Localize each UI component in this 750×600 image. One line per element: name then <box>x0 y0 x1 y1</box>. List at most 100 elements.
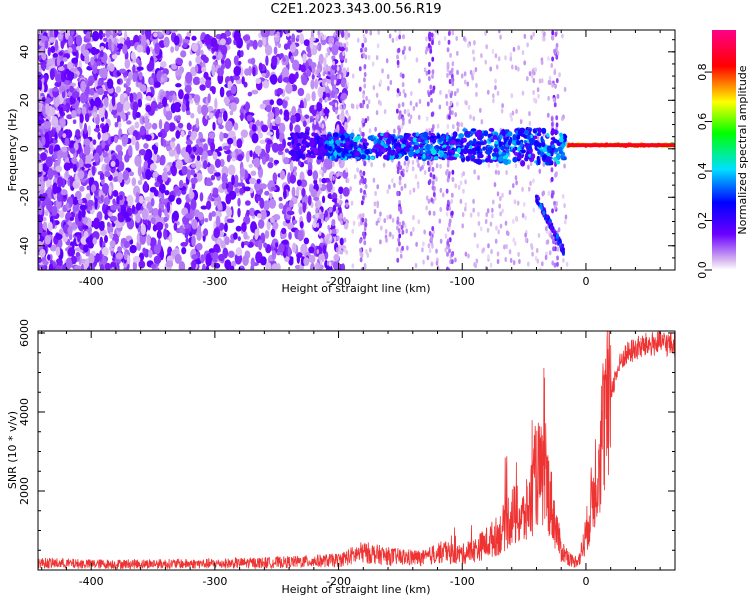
spectrogram-cell <box>403 160 407 166</box>
spectrogram-cell <box>199 84 206 91</box>
spectrogram-cell <box>406 245 409 251</box>
spectrogram-cell <box>536 135 540 141</box>
spectrogram-cell <box>201 263 207 270</box>
spectrogram-cell <box>422 131 429 138</box>
spectrogram-cell <box>40 180 45 191</box>
spectrogram-cell <box>168 234 173 243</box>
spectrogram-cell <box>558 238 562 243</box>
spectrogram-cell <box>396 219 400 225</box>
spectrogram-cell <box>109 215 117 222</box>
spectrogram-cell <box>55 246 61 257</box>
spectrogram-cell <box>303 257 310 266</box>
spectrogram-cell <box>308 246 315 254</box>
spectrogram-cell <box>289 160 294 173</box>
spectrogram-cell <box>498 141 502 148</box>
spectrogram-cell <box>131 177 137 187</box>
spectrogram-cell <box>458 133 465 139</box>
spectrogram-cell <box>494 53 498 59</box>
spectrogram-cell <box>69 216 75 221</box>
spectrogram-cell <box>131 204 136 214</box>
spectrogram-cell <box>106 78 114 89</box>
spectrogram-cell <box>308 254 316 264</box>
spectrogram-cell <box>503 244 506 250</box>
spectrogram-cell <box>554 172 558 178</box>
spectrogram-cell <box>554 148 559 153</box>
spectrogram-cell <box>290 114 297 124</box>
spectrogram-cell <box>511 183 515 189</box>
spectrogram-cell <box>312 170 319 181</box>
spectrogram-cell <box>66 70 75 81</box>
spectrogram-cell <box>225 120 233 132</box>
spectrogram-cell <box>290 55 295 64</box>
y-tick-label: 20 <box>18 93 31 107</box>
spectrogram-cell <box>135 202 142 211</box>
spectrogram-cell <box>438 218 442 224</box>
spectrogram-cell <box>248 65 252 77</box>
spectrogram-cell <box>243 230 248 240</box>
spectrogram-cell <box>357 135 361 140</box>
spectrogram-cell <box>253 157 261 168</box>
spectrogram-cell <box>551 121 554 127</box>
spectrogram-cell <box>548 80 552 86</box>
spectrogram-cell <box>472 198 475 204</box>
spectrogram-cell <box>447 31 451 37</box>
spectrogram-cell <box>244 200 251 206</box>
spectrogram-cell <box>276 87 284 96</box>
spectrogram-cell <box>103 156 111 164</box>
y-tick-label: 2000 <box>18 477 31 505</box>
spectrogram-cell <box>391 37 395 43</box>
spectrogram-cell <box>484 59 488 65</box>
spectrogram-cell <box>172 210 179 222</box>
spectrogram-cell <box>428 178 432 184</box>
spectrogram-cell <box>388 33 392 39</box>
spectrogram-cell <box>359 103 363 109</box>
spectrogram-cell <box>201 104 209 116</box>
spectrogram-cell <box>218 253 225 262</box>
spectrogram-cell <box>112 189 119 197</box>
spectrogram-cell <box>447 267 451 270</box>
spectrogram-cell <box>51 115 59 128</box>
spectrogram-cell <box>484 30 487 36</box>
spectrogram-cell <box>552 238 556 244</box>
spectrogram-cell <box>426 255 430 261</box>
spectrogram-cell <box>446 205 449 211</box>
spectrogram-cell <box>553 230 557 235</box>
spectrogram-cell <box>185 140 193 145</box>
spectrogram-cell <box>268 192 273 199</box>
spectrogram-cell <box>334 102 338 108</box>
spectrogram-cell <box>514 175 518 181</box>
spectrogram-cell <box>361 138 368 144</box>
spectrogram-cell <box>426 160 430 166</box>
spectrogram-cell <box>541 191 545 197</box>
spectrogram-cell <box>462 171 465 177</box>
spectrogram-cell <box>382 162 386 168</box>
spectrogram-cell <box>161 191 165 204</box>
spectrogram-cell <box>270 228 276 238</box>
spectrogram-cell <box>84 154 92 166</box>
spectrogram-cell <box>55 264 62 270</box>
spectrogram-cell <box>83 38 90 43</box>
spectrogram-cell <box>514 65 518 71</box>
spectrogram-cell <box>489 66 492 72</box>
spectrogram-cell <box>297 87 305 97</box>
spectrogram-cell <box>195 117 199 129</box>
spectrogram-cell <box>203 160 208 170</box>
spectrogram-cell <box>199 138 206 143</box>
spectrogram-cell <box>113 135 119 144</box>
spectrogram-cell <box>80 263 84 270</box>
spectrogram-cell <box>379 101 382 107</box>
spectrogram-cell <box>394 153 400 159</box>
spectrogram-cell <box>212 121 216 131</box>
spectrogram-cell <box>401 73 405 79</box>
spectrogram-cell <box>381 149 387 153</box>
spectrogram-cell <box>233 55 239 66</box>
spectrogram-cell <box>269 99 275 106</box>
spectrogram-cell <box>239 167 246 178</box>
spectrogram-cell <box>535 198 539 203</box>
spectrogram-cell <box>226 207 232 218</box>
spectrogram-cell <box>70 30 75 36</box>
spectrogram-cell <box>135 213 141 223</box>
spectrogram-cell <box>175 197 182 205</box>
spectrogram-cell <box>394 138 398 143</box>
